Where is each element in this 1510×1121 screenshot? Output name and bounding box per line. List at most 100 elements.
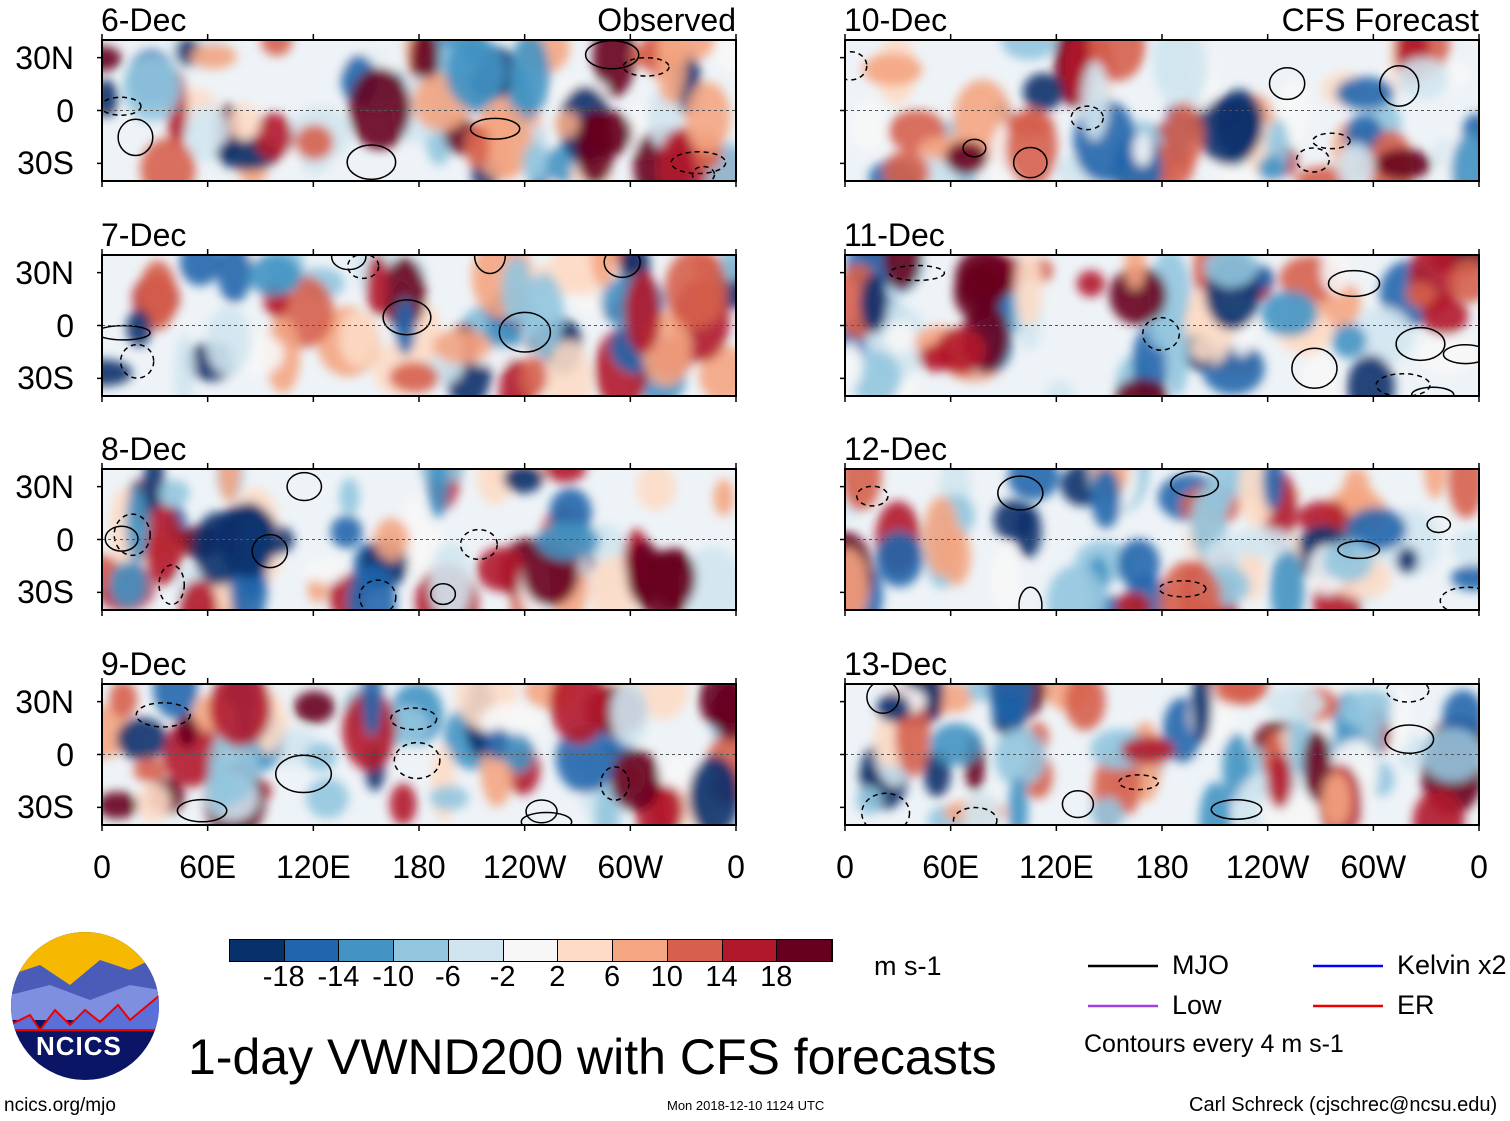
wind-anomaly-blob (882, 255, 921, 291)
colorbar-swatch (722, 940, 778, 961)
wind-anomaly-blob (855, 785, 883, 815)
x-tick-label: 60W (1340, 849, 1407, 885)
mjo-contour (1018, 586, 1043, 610)
mjo-contour (176, 798, 228, 823)
panel-date-label: 9-Dec (101, 646, 187, 682)
wind-anomaly-blob (481, 322, 522, 348)
wind-anomaly-blob (116, 717, 168, 761)
colorbar-label: 6 (604, 961, 621, 993)
mjo-contour (1337, 540, 1381, 560)
wind-anomaly-blob (501, 255, 533, 323)
legend-label: MJO (1172, 950, 1229, 980)
wind-anomaly-blob (140, 138, 196, 181)
x-tick-label: 60E (922, 849, 980, 885)
wind-anomaly-blob (1215, 89, 1264, 158)
panel-date-label: 11-Dec (844, 217, 945, 253)
wind-anomaly-blob (138, 260, 177, 331)
mjo-contour (390, 707, 438, 731)
legend-label: Kelvin x2 (1397, 950, 1507, 980)
wind-anomaly-blob (1342, 469, 1371, 522)
figure-title: 1-day VWND200 with CFS forecasts (188, 1029, 997, 1085)
x-tick-label: 60W (597, 849, 664, 885)
wind-anomaly-blob (1014, 255, 1043, 326)
mjo-contour (962, 138, 987, 158)
wind-anomaly-blob (102, 359, 133, 387)
mjo-contour (498, 311, 552, 353)
site-url[interactable]: ncics.org/mjo (4, 1095, 116, 1116)
units-label: m s-1 (874, 951, 942, 981)
wind-anomaly-blob (636, 469, 677, 511)
x-tick-label: 0 (1470, 849, 1488, 885)
wind-anomaly-blob (1064, 684, 1106, 731)
wind-anomaly-blob (1416, 334, 1478, 376)
wind-anomaly-blob (1424, 469, 1446, 499)
wind-anomaly-blob (590, 255, 616, 287)
map-panel (840, 34, 1480, 187)
wind-anomaly-blob (348, 67, 411, 150)
wind-anomaly-blob (990, 544, 1021, 610)
wind-anomaly-blob (1331, 323, 1367, 359)
wind-anomaly-blob (1321, 771, 1352, 825)
y-tick-label: 30S (17, 145, 74, 182)
wind-anomaly-blob (543, 469, 587, 483)
y-tick-label: 0 (56, 521, 74, 558)
wind-anomaly-blob (1257, 155, 1286, 181)
wind-anomaly-blob (945, 141, 988, 175)
mjo-contour (459, 528, 499, 561)
wind-anomaly-blob (848, 99, 888, 153)
colorbar-label: -18 (262, 961, 305, 993)
wind-anomaly-blob (549, 684, 609, 745)
timestamp: Mon 2018-12-10 1124 UTC (667, 1098, 825, 1113)
wind-anomaly-blob (1412, 789, 1465, 825)
wind-anomaly-blob (218, 469, 241, 503)
x-tick-label: 120W (482, 849, 567, 885)
wind-anomaly-blob (306, 778, 349, 819)
colorbar-swatch (284, 940, 340, 961)
panel-date-label: 12-Dec (844, 431, 948, 467)
mjo-contour (469, 117, 521, 140)
wind-anomaly-blob (295, 124, 334, 161)
wind-anomaly-blob (1374, 148, 1432, 181)
colorbar-swatch (394, 940, 449, 961)
colorbar-swatch (667, 940, 723, 961)
wind-anomaly-blob (656, 40, 686, 105)
y-tick-label: 0 (56, 92, 74, 129)
x-tick-label: 0 (93, 849, 111, 885)
colorbar-swatch (613, 940, 668, 961)
wind-anomaly-blob (1266, 752, 1293, 809)
wind-anomaly-blob (988, 684, 1034, 726)
colorbar-swatch (448, 940, 504, 961)
wind-anomaly-blob (1347, 354, 1395, 396)
wind-anomaly-blob (1214, 684, 1262, 706)
wind-anomaly-blob (1005, 107, 1058, 181)
wind-anomaly-blob (207, 760, 234, 814)
map-panel (97, 463, 737, 616)
wind-anomaly-blob (153, 684, 198, 719)
wind-anomaly-blob (1164, 102, 1204, 169)
wind-anomaly-blob (209, 684, 272, 748)
wind-anomaly-blob (862, 53, 923, 87)
wind-anomaly-blob (688, 756, 736, 825)
colorbar-label: 2 (549, 961, 566, 993)
wind-anomaly-blob (205, 306, 252, 376)
mjo-contour (330, 255, 367, 271)
wind-anomaly-blob (966, 684, 992, 703)
wind-anomaly-blob (1109, 266, 1167, 325)
panel-date-label: 13-Dec (844, 646, 948, 682)
y-tick-label: 0 (56, 307, 74, 344)
wind-anomaly-blob (1270, 548, 1305, 610)
wind-anomaly-blob (254, 112, 294, 161)
mjo-contour (1061, 790, 1095, 819)
wind-anomaly-blob (509, 40, 550, 117)
wind-anomaly-blob (930, 723, 983, 766)
mjo-contour (1210, 798, 1263, 820)
mjo-contour (670, 151, 727, 175)
wind-anomaly-blob (361, 684, 383, 737)
colorbar-label: -2 (489, 961, 516, 993)
mjo-contour (1311, 132, 1351, 150)
wind-anomaly-blob (222, 502, 276, 579)
wind-anomaly-blob (176, 711, 198, 749)
mjo-contour (135, 701, 191, 728)
wind-anomaly-blob (923, 495, 960, 577)
wind-anomaly-blob (229, 103, 261, 141)
